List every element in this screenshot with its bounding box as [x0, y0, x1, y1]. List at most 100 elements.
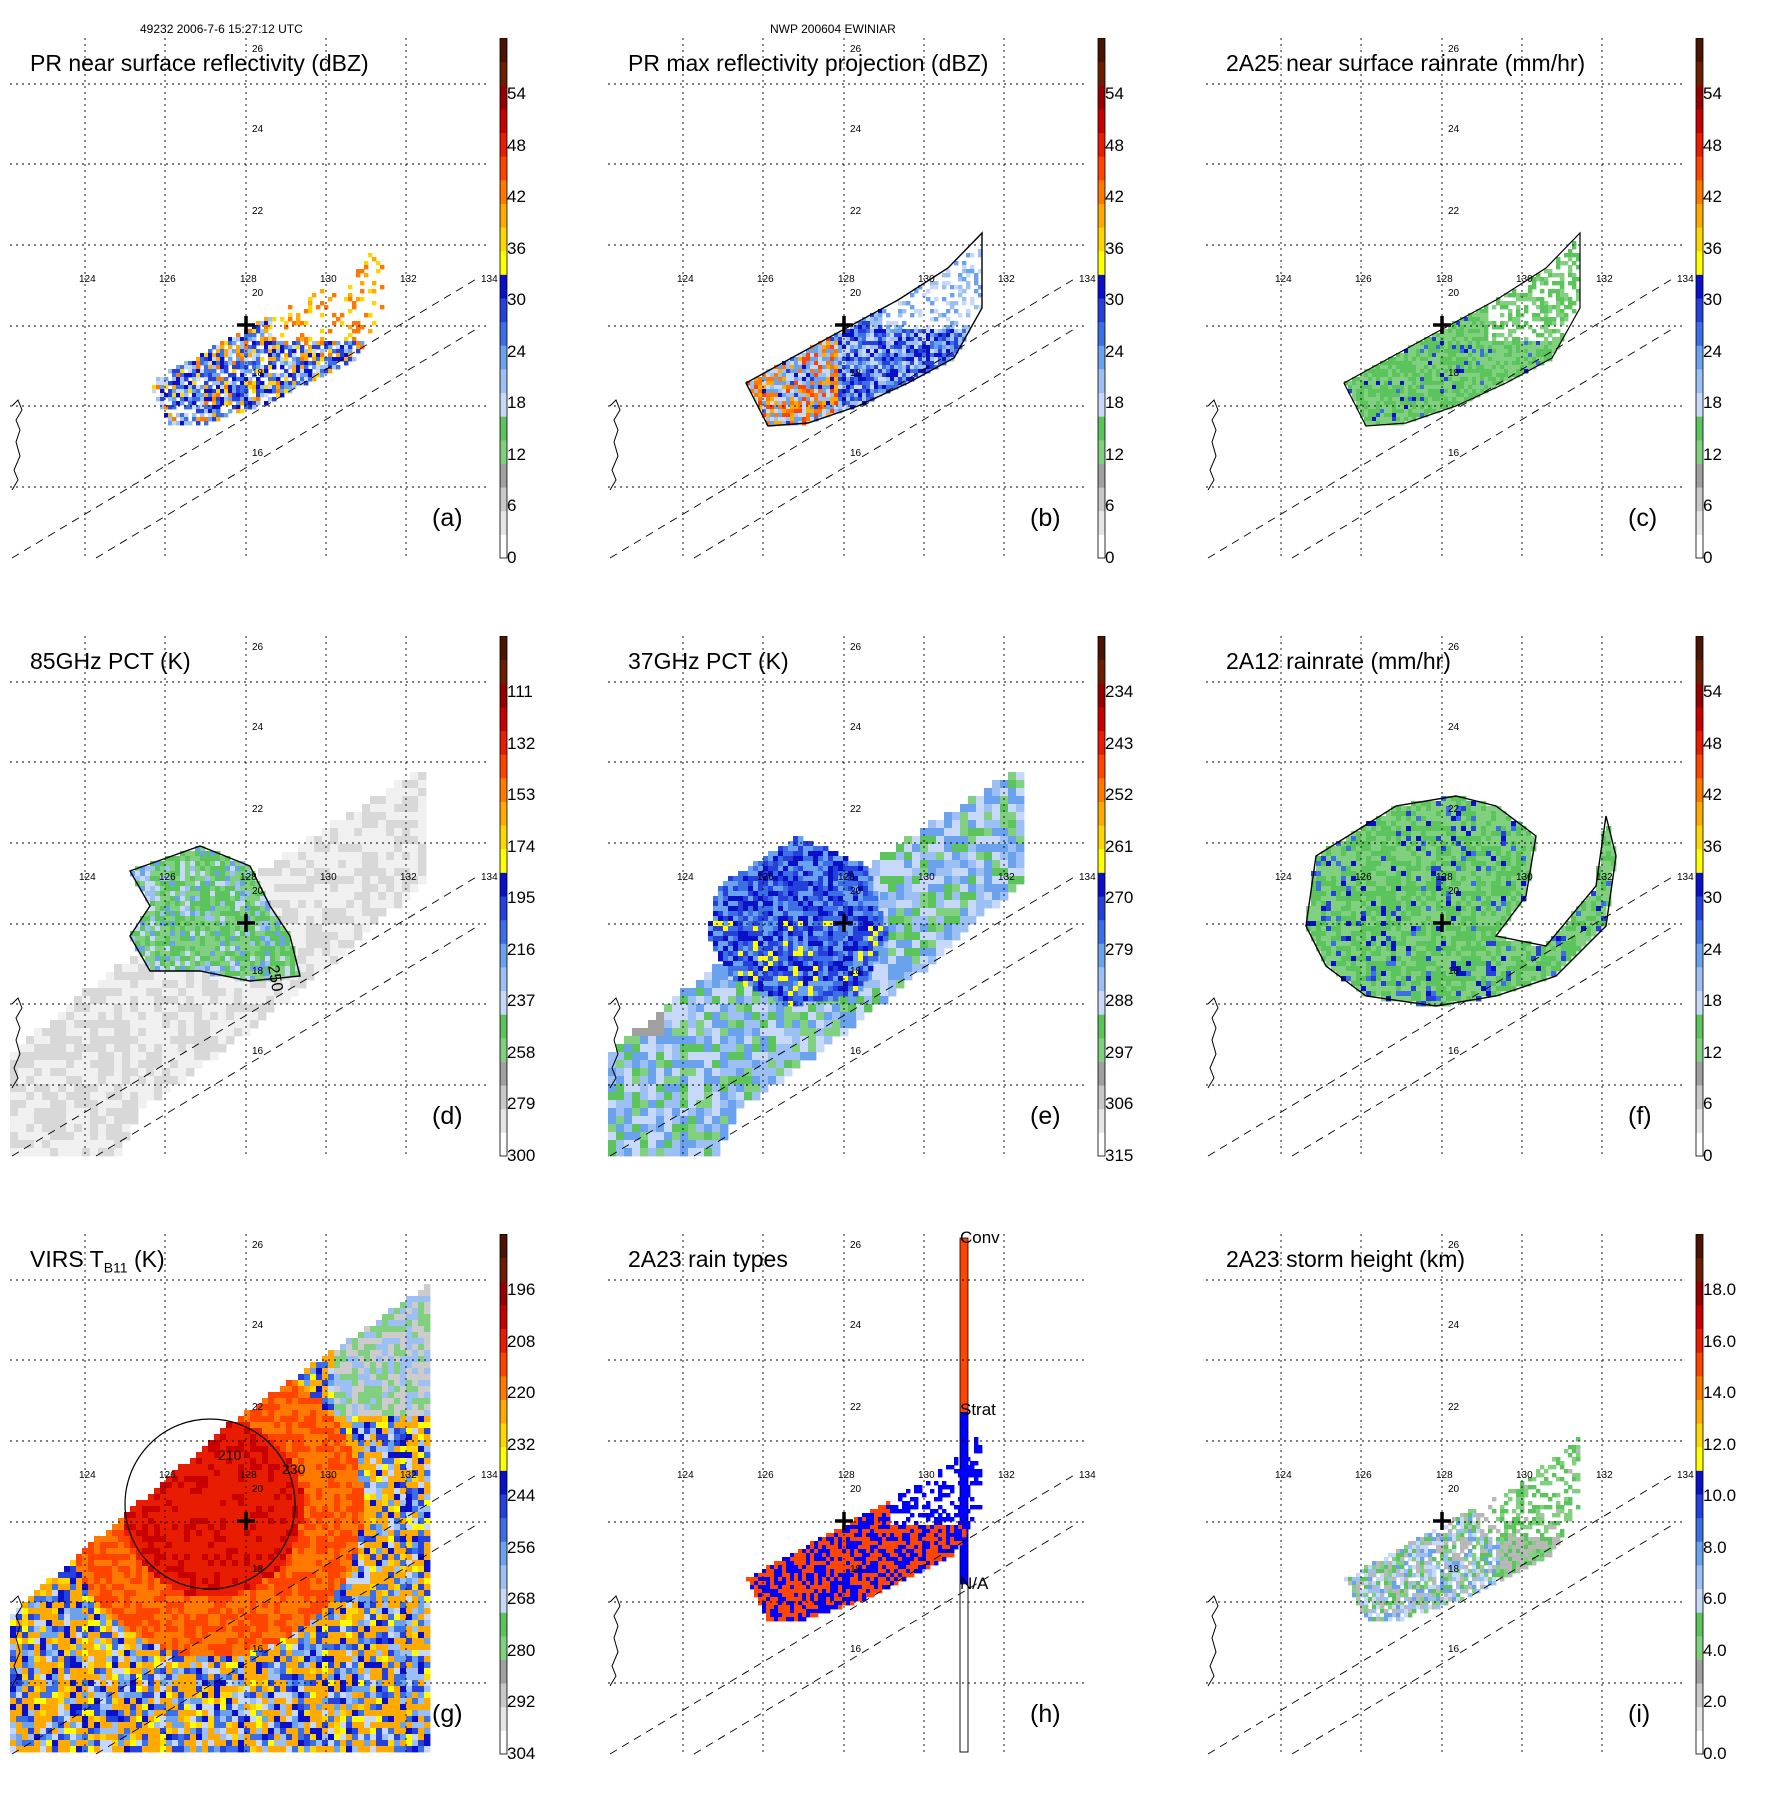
data-pixel	[240, 966, 245, 971]
data-pixel	[220, 866, 225, 871]
data-pixel	[186, 980, 194, 988]
data-pixel	[192, 365, 196, 369]
data-pixel	[910, 345, 914, 349]
data-pixel	[34, 1116, 42, 1124]
data-pixel	[66, 1092, 74, 1100]
colorbar-segment	[1696, 203, 1703, 227]
data-pixel	[162, 1012, 170, 1020]
data-pixel	[200, 871, 205, 876]
data-pixel	[934, 349, 938, 353]
panel-e-37ghz-pct: 37GHz PCT (K) (e) 315 306 297 288 279 27…	[598, 636, 1158, 1196]
data-pixel	[1456, 397, 1460, 401]
data-pixel	[806, 373, 810, 377]
data-pixel	[190, 891, 195, 896]
data-pixel	[296, 337, 300, 341]
data-pixel	[234, 988, 242, 996]
colorbar-segment	[1098, 203, 1105, 227]
data-pixel	[280, 946, 285, 951]
data-pixel	[1500, 301, 1504, 305]
data-pixel	[898, 353, 902, 357]
data-pixel	[1388, 381, 1392, 385]
data-pixel	[910, 361, 914, 365]
data-pixel	[680, 1004, 688, 1012]
data-pixel	[1472, 329, 1476, 333]
data-pixel	[984, 844, 992, 852]
data-pixel	[1404, 365, 1408, 369]
data-pixel	[394, 796, 402, 804]
data-pixel	[172, 385, 176, 389]
data-pixel	[834, 341, 838, 345]
data-pixel	[1452, 385, 1456, 389]
data-pixel	[1428, 357, 1432, 361]
data-pixel	[904, 844, 912, 852]
data-pixel	[1364, 377, 1368, 381]
data-pixel	[846, 397, 850, 401]
panel-b-colorbar-ticks: 0 6 12 18 24 30 36 42 48 54	[1105, 38, 1157, 598]
data-pixel	[822, 361, 826, 365]
data-pixel	[155, 961, 160, 966]
data-pixel	[338, 916, 346, 924]
data-pixel	[802, 369, 806, 373]
colorbar-segment	[1098, 487, 1105, 511]
data-pixel	[280, 349, 284, 353]
colorbar-segment	[1696, 227, 1703, 251]
data-pixel	[1488, 377, 1492, 381]
data-pixel	[778, 409, 782, 413]
data-pixel	[378, 812, 386, 820]
data-pixel	[312, 345, 316, 349]
data-pixel	[936, 916, 944, 924]
data-pixel	[894, 349, 898, 353]
data-pixel	[248, 385, 252, 389]
data-pixel	[42, 1060, 50, 1068]
data-pixel	[190, 851, 195, 856]
data-pixel	[210, 906, 215, 911]
data-pixel	[918, 313, 922, 317]
data-pixel	[210, 1036, 218, 1044]
data-pixel	[226, 1036, 234, 1044]
data-pixel	[1000, 892, 1008, 900]
data-pixel	[346, 940, 354, 948]
data-pixel	[180, 906, 185, 911]
data-pixel	[896, 924, 904, 932]
data-pixel	[220, 891, 225, 896]
data-pixel	[798, 417, 802, 421]
data-pixel	[1408, 353, 1412, 357]
data-pixel	[992, 884, 1000, 892]
data-pixel	[176, 373, 180, 377]
data-pixel	[418, 844, 426, 852]
data-pixel	[266, 876, 274, 884]
data-pixel	[230, 916, 235, 921]
colorbar-segment	[500, 133, 507, 157]
colorbar-segment	[1696, 393, 1703, 417]
data-pixel	[858, 397, 862, 401]
data-pixel	[850, 345, 854, 349]
data-pixel	[878, 349, 882, 353]
data-pixel	[802, 389, 806, 393]
data-pixel	[268, 337, 272, 341]
data-pixel	[58, 1132, 66, 1140]
data-pixel	[1472, 333, 1476, 337]
data-pixel	[172, 417, 176, 421]
data-pixel	[180, 866, 185, 871]
data-pixel	[362, 868, 370, 876]
data-pixel	[896, 916, 904, 924]
data-pixel	[232, 341, 236, 345]
data-pixel	[802, 385, 806, 389]
data-pixel	[58, 1140, 66, 1148]
data-pixel	[232, 393, 236, 397]
data-pixel	[348, 349, 352, 353]
data-pixel	[362, 916, 370, 924]
data-pixel	[1500, 321, 1504, 325]
data-pixel	[898, 333, 902, 337]
data-pixel	[1376, 385, 1380, 389]
data-pixel	[200, 901, 205, 906]
data-pixel	[1464, 353, 1468, 357]
data-pixel	[1480, 373, 1484, 377]
data-pixel	[954, 309, 958, 313]
data-pixel	[90, 988, 98, 996]
data-pixel	[1352, 393, 1356, 397]
data-pixel	[272, 361, 276, 365]
data-pixel	[224, 365, 228, 369]
data-pixel	[380, 265, 384, 269]
data-pixel	[288, 317, 292, 321]
